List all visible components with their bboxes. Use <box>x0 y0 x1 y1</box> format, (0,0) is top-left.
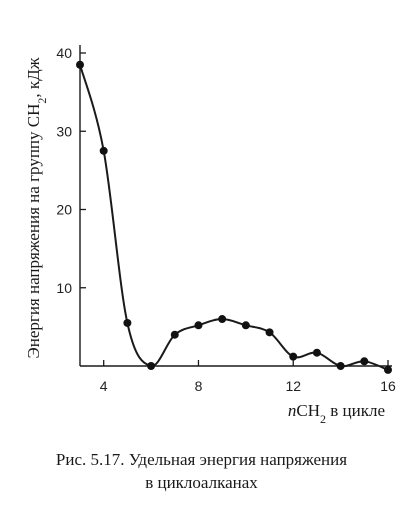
data-point <box>99 146 108 155</box>
data-points <box>76 60 392 374</box>
figure-caption-line-2: в циклоалканах <box>145 473 258 492</box>
x-tick-label: 12 <box>285 378 301 394</box>
data-point <box>336 362 345 370</box>
data-point <box>289 352 298 361</box>
x-tick-label: 16 <box>380 378 396 394</box>
data-point <box>384 365 392 374</box>
x-tick-label: 8 <box>195 378 203 394</box>
data-point <box>147 362 156 370</box>
data-point <box>123 318 132 327</box>
data-point <box>76 60 84 69</box>
data-point <box>265 328 274 337</box>
y-axis-title: Энергия напряжения на группу CH2, кДж <box>24 57 49 358</box>
data-point <box>241 321 250 330</box>
strain-energy-chart: 10 20 30 40 4 8 12 16 Энергия напряжения на гру… <box>24 45 396 426</box>
axis-ticks: 10 20 30 40 4 8 12 16 <box>56 45 396 394</box>
x-tick-label: 4 <box>100 378 108 394</box>
y-tick-label: 30 <box>56 123 72 139</box>
data-point <box>170 330 179 339</box>
data-point <box>218 315 227 324</box>
data-point <box>360 357 369 366</box>
y-tick-label: 20 <box>56 202 72 218</box>
data-point <box>194 321 203 330</box>
y-tick-label: 40 <box>56 45 72 61</box>
y-tick-label: 10 <box>56 280 72 296</box>
figure-caption-line-1: Рис. 5.17. Удельная энергия напряжения <box>55 450 348 469</box>
x-axis-title: nCH2 в цикле <box>288 401 385 426</box>
data-point <box>312 348 321 357</box>
